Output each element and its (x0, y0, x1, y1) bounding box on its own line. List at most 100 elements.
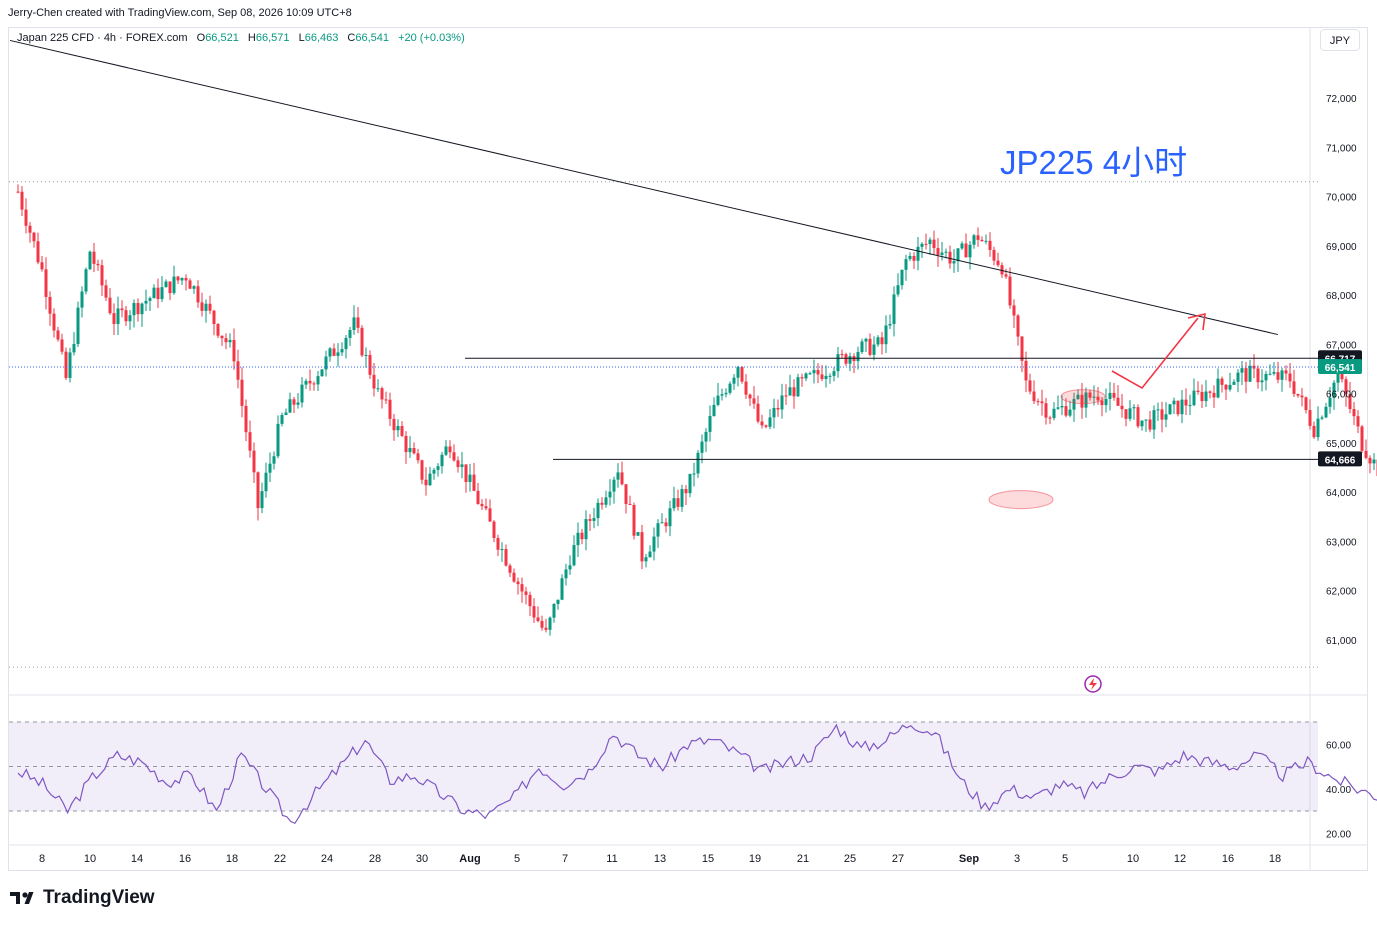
candle-body (184, 278, 188, 281)
candle-body (564, 569, 568, 579)
candle-body (724, 392, 728, 395)
candle-body (56, 330, 60, 340)
candle-body (1108, 392, 1112, 399)
candle-body (660, 522, 664, 524)
candle-body (1052, 408, 1056, 419)
candle-body (1080, 394, 1084, 408)
candle-body (964, 243, 968, 258)
candle-body (284, 412, 288, 415)
time-tick-label: 14 (131, 853, 143, 865)
candle-body (884, 325, 888, 345)
high-value: 66,571 (255, 32, 290, 44)
candle-body (692, 473, 696, 475)
currency-button[interactable]: JPY (1320, 29, 1360, 51)
candle-body (304, 380, 308, 385)
candle-body (888, 323, 892, 326)
chart-credit: Jerry-Chen created with TradingView.com,… (8, 7, 352, 19)
candle-body (840, 354, 844, 356)
candle-body (48, 296, 52, 314)
time-tick-label: 21 (797, 853, 809, 865)
candle-body (288, 399, 292, 413)
candle-body (620, 472, 624, 485)
candle-body (460, 464, 464, 468)
candle-body (1308, 410, 1312, 426)
candle-body (472, 474, 476, 491)
candle-body (680, 489, 684, 507)
candle-body (468, 474, 472, 482)
candle-body (1168, 404, 1172, 415)
candle-body (768, 417, 772, 427)
candle-body (976, 235, 980, 240)
time-tick-label: 15 (702, 853, 714, 865)
time-tick-label: 8 (39, 853, 45, 865)
candle-body (1048, 417, 1052, 419)
candle-body (352, 317, 356, 331)
tradingview-logo[interactable]: TradingView (10, 887, 155, 909)
candle-body (1284, 370, 1288, 374)
candle-body (364, 354, 368, 356)
candle-body (548, 617, 552, 630)
brand-name: TradingView (43, 887, 155, 908)
rsi-line (17, 723, 1377, 825)
price-tick-label: 64,000 (1326, 488, 1357, 499)
candle-body (504, 549, 508, 566)
time-tick-label: 10 (1127, 853, 1139, 865)
candle-body (764, 425, 768, 427)
candle-body (1112, 392, 1116, 398)
candle-body (112, 313, 116, 325)
price-label-support: 64,666 (1325, 455, 1356, 466)
candle-body (636, 532, 640, 536)
candle-body (368, 354, 372, 375)
candle-body (68, 352, 72, 378)
candle-body (624, 484, 628, 504)
candle-body (424, 479, 428, 486)
candle-body (228, 340, 232, 343)
candle-body (1024, 360, 1028, 381)
candle-body (892, 294, 896, 324)
candle-body (1172, 400, 1176, 405)
symbol-legend[interactable]: Japan 225 CFD · 4h · FOREX.com O66,521 H… (17, 32, 465, 44)
candle-body (1040, 401, 1044, 404)
candle-body (688, 473, 692, 494)
candle-body (612, 479, 616, 492)
time-tick-label: 25 (844, 853, 856, 865)
candle-body (372, 374, 376, 389)
price-tick-label: 70,000 (1326, 193, 1357, 204)
chart-frame (8, 27, 1368, 871)
candle-body (1268, 373, 1272, 375)
candle-body (876, 337, 880, 345)
candle-body (1120, 405, 1124, 410)
candle-body (92, 251, 96, 264)
candle-body (128, 315, 132, 322)
candle-body (268, 463, 272, 473)
candle-body (596, 502, 600, 519)
candle-body (1256, 368, 1260, 383)
candle-body (700, 441, 704, 453)
candle-body (720, 394, 724, 396)
candle-body (496, 538, 500, 550)
candle-body (160, 287, 164, 300)
candle-body (1260, 380, 1264, 383)
candle-body (444, 446, 448, 455)
time-tick-label: 18 (1269, 853, 1281, 865)
candle-body (340, 349, 344, 353)
candle-body (436, 466, 440, 470)
candle-body (860, 341, 864, 352)
candle-body (320, 369, 324, 377)
candle-body (992, 249, 996, 261)
candle-body (1304, 397, 1308, 411)
candle-body (84, 269, 88, 292)
candle-body (1340, 372, 1344, 380)
candle-body (1220, 378, 1224, 385)
candle-body (124, 310, 128, 322)
candle-body (804, 373, 808, 379)
candle-body (864, 338, 868, 342)
candle-body (200, 302, 204, 311)
chart-annotation: JP225 4小时 (1000, 144, 1187, 181)
candle-body (252, 450, 256, 473)
candle-body (568, 565, 572, 570)
change-value: +20 (+0.03%) (398, 32, 465, 44)
candle-body (216, 324, 220, 336)
open-value: 66,521 (205, 32, 239, 44)
